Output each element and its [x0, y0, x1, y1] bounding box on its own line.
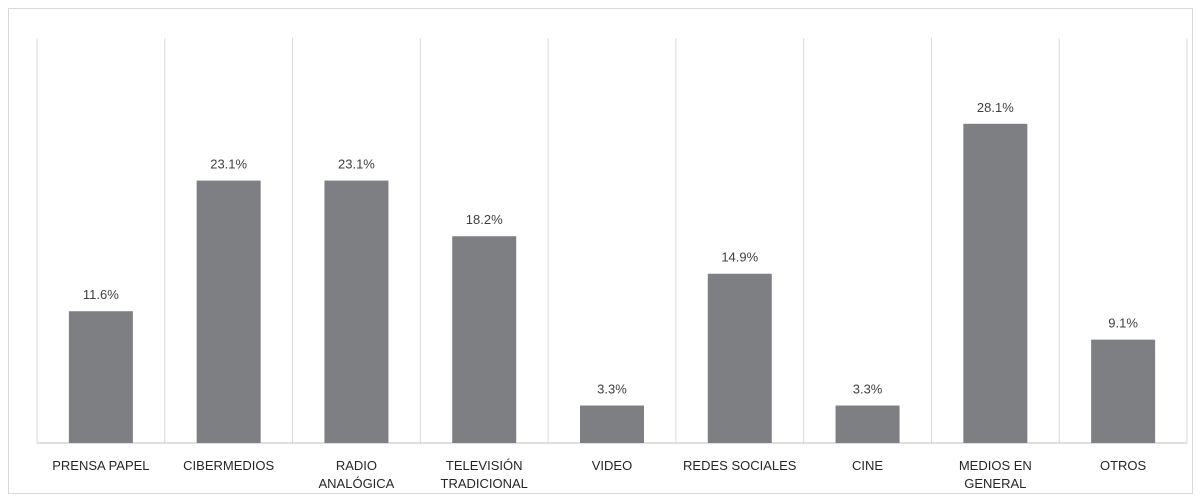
x-tick-label-line: OTROS: [1100, 458, 1147, 473]
bar-data-label: 28.1%: [977, 100, 1014, 115]
x-tick-label: CINE: [852, 458, 883, 473]
x-tick-label-line: RADIO: [336, 458, 377, 473]
bar: [452, 236, 517, 443]
bar: [324, 180, 389, 444]
bar-data-label: 18.2%: [466, 212, 503, 227]
bar: [196, 180, 261, 444]
x-tick-label: PRENSA PAPEL: [52, 458, 149, 473]
x-tick-label-line: CIBERMEDIOS: [183, 458, 274, 473]
x-tick-label-line: CINE: [852, 458, 883, 473]
bar-data-label: 14.9%: [721, 250, 758, 265]
x-tick-label: VIDEO: [592, 458, 632, 473]
x-tick-label-line: TRADICIONAL: [441, 476, 528, 491]
x-tick-label-line: GENERAL: [964, 476, 1026, 491]
bar-data-label: 3.3%: [853, 382, 883, 397]
bar-data-label: 11.6%: [83, 287, 119, 302]
x-tick-label: REDES SOCIALES: [683, 458, 797, 473]
x-tick-label-line: TELEVISIÓN: [446, 458, 523, 473]
x-tick-label: TELEVISIÓN TRADICIONAL: [441, 458, 528, 491]
x-tick-label: CIBERMEDIOS: [183, 458, 274, 473]
bar: [963, 123, 1028, 443]
x-tick-label: RADIO ANALÓGICA: [319, 458, 395, 491]
x-tick-label-line: MEDIOS EN: [959, 458, 1032, 473]
bar: [707, 273, 772, 443]
x-tick-label: OTROS: [1100, 458, 1147, 473]
x-tick-label-line: ANALÓGICA: [319, 476, 395, 491]
bar-data-label: 3.3%: [597, 382, 627, 397]
bar: [835, 405, 900, 443]
x-tick-label-line: PRENSA PAPEL: [52, 458, 149, 473]
bar: [68, 311, 133, 443]
bar-data-label: 23.1%: [338, 157, 375, 172]
x-tick-label: MEDIOS EN GENERAL: [959, 458, 1032, 491]
bar-data-label: 9.1%: [1108, 316, 1138, 331]
x-tick-label-line: VIDEO: [592, 458, 632, 473]
x-tick-label-line: REDES SOCIALES: [683, 458, 797, 473]
bar: [1091, 339, 1156, 443]
bar: [580, 405, 644, 443]
bar-data-label: 23.1%: [210, 157, 247, 172]
